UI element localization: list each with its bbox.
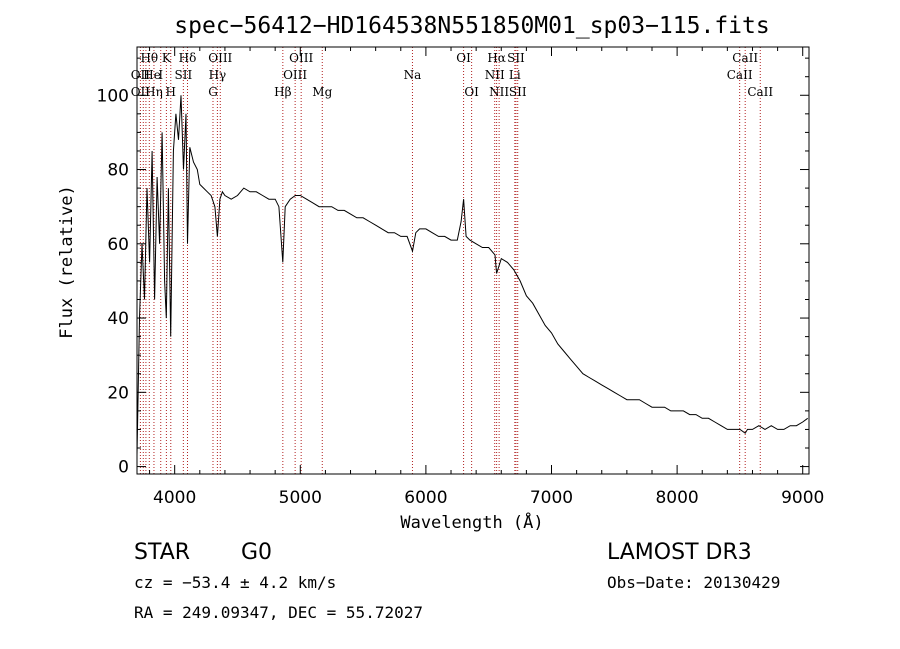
emission-line-markers bbox=[139, 47, 761, 474]
line-label: SII bbox=[509, 85, 527, 99]
y-tick-label: 80 bbox=[107, 161, 129, 181]
y-axis-ticks: 0 20 40 60 80 100 bbox=[97, 57, 809, 478]
line-label: Mg bbox=[312, 85, 332, 99]
line-label: G bbox=[208, 85, 218, 99]
line-label: CaII bbox=[732, 51, 758, 65]
line-label: OIII bbox=[283, 68, 307, 82]
line-label: OIII bbox=[208, 51, 232, 65]
x-tick-label: 9000 bbox=[781, 488, 824, 508]
line-label: Na bbox=[404, 68, 422, 82]
line-label: I bbox=[158, 68, 163, 82]
line-label: Hγ bbox=[209, 68, 227, 82]
x-axis-ticks: 4000 5000 6000 7000 8000 9000 bbox=[149, 47, 824, 508]
x-tick-label: 4000 bbox=[153, 488, 196, 508]
object-class: STAR bbox=[134, 540, 191, 565]
line-label: Li bbox=[509, 68, 521, 82]
y-tick-label: 20 bbox=[107, 383, 129, 403]
y-tick-label: 60 bbox=[107, 235, 129, 255]
ra-dec: RA = 249.09347, DEC = 55.72027 bbox=[134, 603, 423, 622]
line-label: OI bbox=[456, 51, 471, 65]
line-label: SII bbox=[174, 68, 192, 82]
line-label: He bbox=[143, 68, 161, 82]
plot-frame bbox=[136, 46, 810, 475]
x-tick-label: 8000 bbox=[655, 488, 698, 508]
line-label: Hα bbox=[487, 51, 506, 65]
line-label: OII bbox=[131, 68, 151, 82]
observation-date: Obs−Date: 20130429 bbox=[607, 573, 781, 592]
x-tick-label: 7000 bbox=[530, 488, 573, 508]
line-label: CaII bbox=[727, 68, 753, 82]
line-label: OIII bbox=[289, 51, 313, 65]
y-tick-label: 0 bbox=[118, 458, 129, 478]
line-label: NII bbox=[485, 68, 505, 82]
line-label: Hη bbox=[145, 85, 163, 99]
line-label: SII bbox=[507, 51, 525, 65]
spectrum-line bbox=[136, 95, 808, 456]
x-axis-label: Wavelength (Å) bbox=[400, 511, 543, 533]
y-axis-label: Flux (relative) bbox=[57, 185, 77, 339]
line-label: CaII bbox=[747, 85, 773, 99]
line-label: Hβ bbox=[274, 85, 291, 99]
chart-title: spec−56412−HD164538N551850M01_sp03−115.f… bbox=[174, 13, 769, 39]
line-label: K bbox=[162, 51, 172, 65]
line-label: Hδ bbox=[179, 51, 197, 65]
line-label: Hθ bbox=[140, 51, 158, 65]
line-label: OI bbox=[464, 85, 479, 99]
x-tick-label: 5000 bbox=[279, 488, 322, 508]
y-tick-label: 100 bbox=[97, 86, 129, 106]
y-tick-label: 40 bbox=[107, 309, 129, 329]
redshift-cz: cz = −53.4 ± 4.2 km/s bbox=[134, 573, 337, 592]
line-label: NII bbox=[489, 85, 509, 99]
object-subclass: G0 bbox=[241, 540, 273, 565]
survey-name: LAMOST DR3 bbox=[607, 540, 752, 565]
line-label: H bbox=[166, 85, 176, 99]
x-tick-label: 6000 bbox=[404, 488, 447, 508]
